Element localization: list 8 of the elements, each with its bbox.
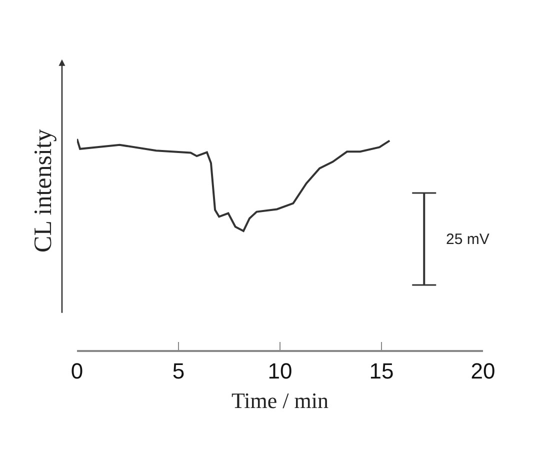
x-tick-label: 5 [172,358,185,384]
x-tick-label: 20 [470,358,496,384]
x-tick-label: 15 [369,358,394,384]
y-axis-title: CL intensity [30,128,58,252]
x-tick-label: 0 [70,358,84,384]
x-axis-title: Time / min [232,388,328,413]
x-tick-label: 10 [268,358,292,384]
series-label: 25 mV [446,231,490,248]
